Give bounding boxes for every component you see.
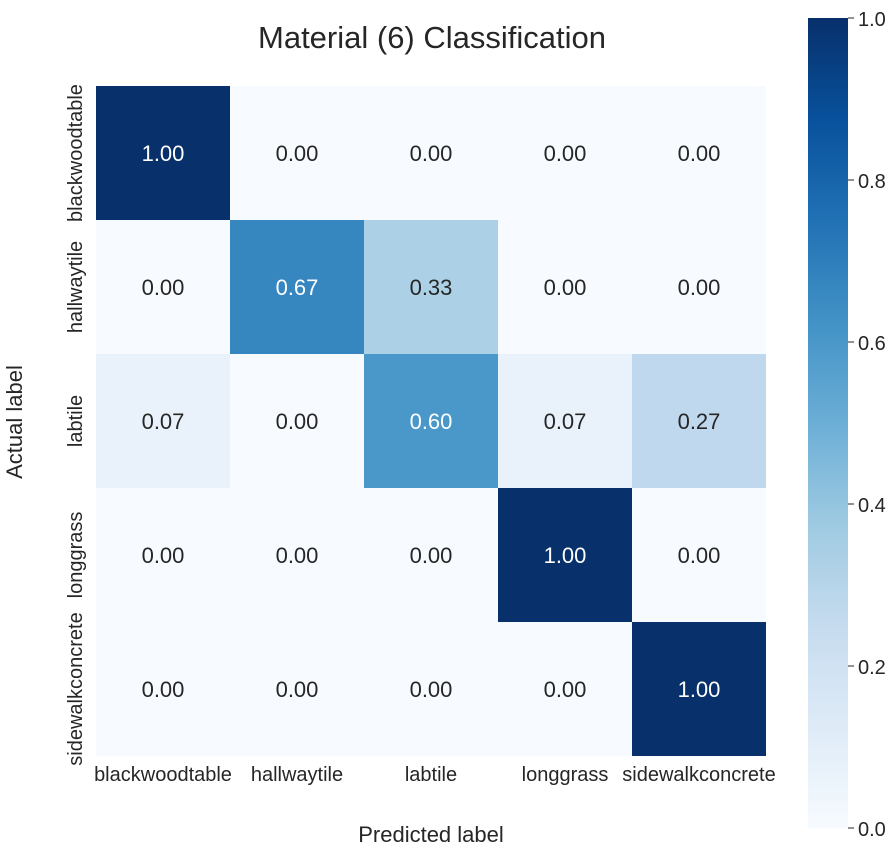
heatmap-cell: [632, 220, 766, 354]
cell-value-label: 0.00: [410, 543, 453, 568]
colorbar-tick-label: 0.0: [858, 819, 886, 841]
y-tick-label: labtile: [65, 395, 87, 447]
cell-value-label: 0.00: [544, 275, 587, 300]
cell-value-label: 0.00: [544, 141, 587, 166]
x-tick-label: labtile: [405, 764, 457, 786]
cell-value-label: 0.33: [410, 275, 453, 300]
cell-value-label: 0.00: [410, 677, 453, 702]
heatmap-cell: [498, 354, 632, 488]
cell-value-label: 0.07: [142, 409, 185, 434]
heatmap-cell: [230, 86, 364, 220]
y-tick-label: longgrass: [65, 512, 87, 599]
heatmap-cell: [96, 86, 230, 220]
cell-value-label: 0.00: [276, 677, 319, 702]
heatmap-cell: [498, 220, 632, 354]
heatmap-cell: [96, 354, 230, 488]
heatmap-cell: [364, 220, 498, 354]
x-axis-label: Predicted label: [358, 822, 504, 847]
colorbar-tick-labels: 0.0 0.2 0.4 0.6 0.8 1.0: [848, 9, 886, 841]
cell-value-label: 0.27: [678, 409, 721, 434]
y-axis-tick-labels: blackwoodtable hallwaytile labtile longgras…: [65, 84, 87, 766]
cell-value-label: 0.00: [678, 275, 721, 300]
cell-value-label: 0.00: [276, 543, 319, 568]
colorbar-tick-label: 1.0: [858, 9, 886, 31]
cell-value-label: 0.60: [410, 409, 453, 434]
cell-value-label: 0.00: [678, 141, 721, 166]
cell-value-label: 1.00: [544, 543, 587, 568]
chart-title: Material (6) Classification: [258, 20, 606, 55]
x-tick-label: hallwaytile: [251, 764, 343, 786]
cell-value-label: 0.00: [410, 141, 453, 166]
cell-value-label: 0.07: [544, 409, 587, 434]
x-axis-tick-labels: blackwoodtable hallwaytile labtile longgras…: [94, 764, 776, 786]
heatmap-cell: [632, 86, 766, 220]
cell-value-label: 1.00: [142, 141, 185, 166]
colorbar-tick-label: 0.6: [858, 333, 886, 355]
heatmap-cell: [498, 488, 632, 622]
heatmap-cell: [96, 622, 230, 756]
x-tick-label: longgrass: [522, 764, 609, 786]
y-axis-label: Actual label: [2, 365, 27, 479]
colorbar-tick-label: 0.8: [858, 171, 886, 193]
x-tick-label: sidewalkconcrete: [622, 764, 775, 786]
heatmap-cell: [364, 354, 498, 488]
heatmap-cell: [364, 488, 498, 622]
heatmap-cell: [632, 354, 766, 488]
heatmap-cell: [230, 354, 364, 488]
cell-value-label: 0.67: [276, 275, 319, 300]
y-tick-label: blackwoodtable: [65, 84, 87, 222]
cell-value-label: 0.00: [142, 275, 185, 300]
heatmap-cell: [96, 220, 230, 354]
cell-value-label: 0.00: [276, 141, 319, 166]
heatmap-cell: [632, 622, 766, 756]
heatmap-cell: [498, 86, 632, 220]
heatmap-cell: [632, 488, 766, 622]
colorbar: [808, 18, 848, 828]
cell-value-label: 1.00: [678, 677, 721, 702]
heatmap-cell: [230, 622, 364, 756]
cell-value-label: 0.00: [544, 677, 587, 702]
heatmap-cell: [498, 622, 632, 756]
cell-value-label: 0.00: [142, 543, 185, 568]
cell-value-label: 0.00: [678, 543, 721, 568]
heatmap-cell-labels: 1.00 0.00 0.00 0.00 0.00 0.00 0.67 0.33 0.00 0.00…: [142, 141, 721, 702]
colorbar-tick-label: 0.4: [858, 495, 886, 517]
cell-value-label: 0.00: [276, 409, 319, 434]
heatmap-cell: [96, 488, 230, 622]
colorbar-tick-label: 0.2: [858, 657, 886, 679]
heatmap-cell: [364, 622, 498, 756]
heatmap-cell: [364, 86, 498, 220]
x-tick-label: blackwoodtable: [94, 764, 232, 786]
heatmap-cells: [96, 86, 766, 756]
heatmap-cell: [230, 488, 364, 622]
y-tick-label: sidewalkconcrete: [65, 612, 87, 765]
heatmap-cell: [230, 220, 364, 354]
y-tick-label: hallwaytile: [65, 241, 87, 333]
cell-value-label: 0.00: [142, 677, 185, 702]
